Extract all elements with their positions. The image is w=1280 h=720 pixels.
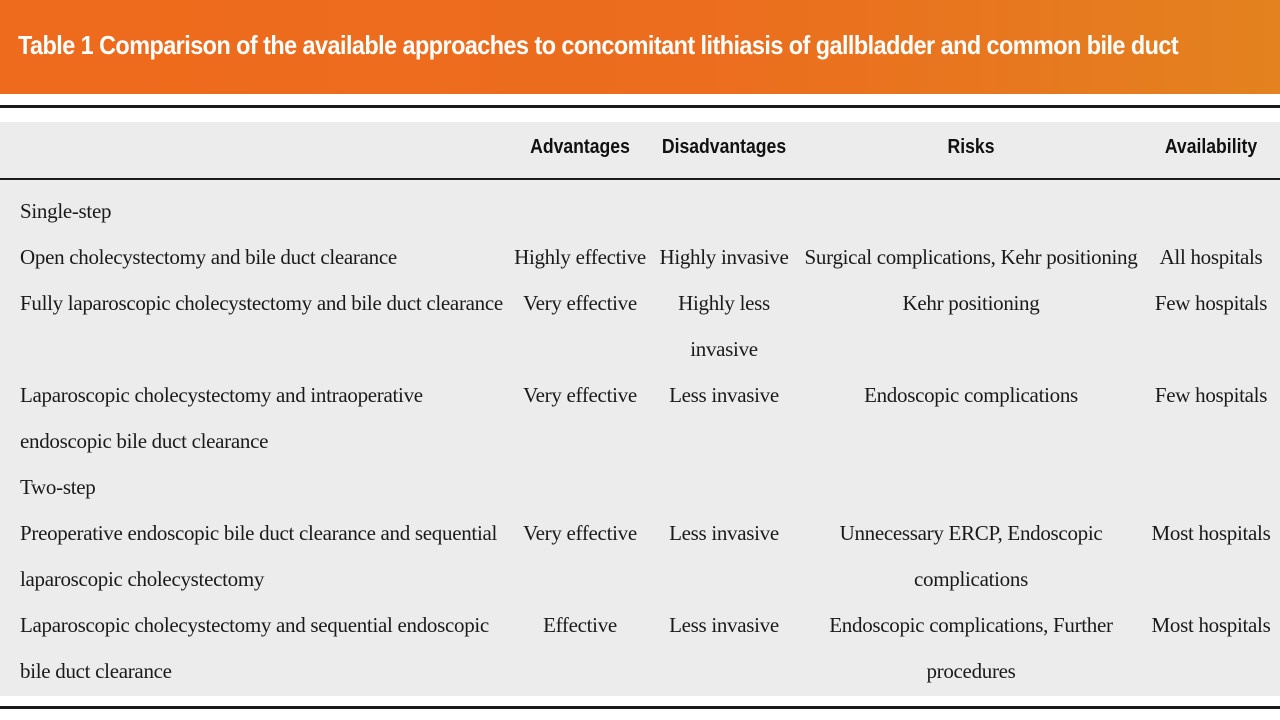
row-3-approach-line-1: Laparoscopic cholecystectomy and intraop…: [20, 383, 423, 407]
row-2-disadvantages-line-1: Highly less: [678, 291, 770, 315]
row-3-approach-line-2: endoscopic bile duct clearance: [20, 429, 269, 453]
row-4-approach-line-1: Preoperative endoscopic bile duct cleara…: [20, 521, 498, 545]
title-banner: Table 1 Comparison of the available appr…: [0, 0, 1280, 94]
row-3-advantages: Very effective: [523, 383, 637, 407]
comparison-table: Advantages Disadvantages Risks Availabil…: [0, 122, 1280, 696]
header-risks: Risks: [947, 136, 995, 158]
row-1-risks: Surgical complications, Kehr positioning: [804, 245, 1138, 269]
row-2-disadvantages-line-2: invasive: [690, 337, 758, 361]
row-5-risks-line-2: procedures: [926, 659, 1016, 683]
row-1-approach: Open cholecystectomy and bile duct clear…: [20, 245, 397, 269]
row-4-advantages: Very effective: [523, 521, 637, 545]
row-4-approach-line-2: laparoscopic cholecystectomy: [20, 567, 265, 591]
row-1-disadvantages: Highly invasive: [659, 245, 789, 269]
row-5-approach-line-2: bile duct clearance: [20, 659, 172, 683]
row-4-risks-line-1: Unnecessary ERCP, Endoscopic: [839, 521, 1103, 545]
section-label-single-step: Single-step: [20, 199, 112, 223]
row-2-approach: Fully laparoscopic cholecystectomy and b…: [20, 291, 503, 315]
row-3-risks: Endoscopic complications: [864, 383, 1078, 407]
section-label-two-step: Two-step: [20, 475, 96, 499]
row-5-approach-line-1: Laparoscopic cholecystectomy and sequent…: [20, 613, 489, 637]
header-availability: Availability: [1164, 136, 1258, 158]
row-2-availability: Few hospitals: [1154, 291, 1268, 315]
top-rule: [0, 105, 1280, 108]
header-disadvantages: Disadvantages: [661, 136, 787, 158]
row-4-disadvantages: Less invasive: [669, 521, 779, 545]
row-2-risks: Kehr positioning: [902, 291, 1040, 315]
row-4-availability: Most hospitals: [1151, 521, 1271, 545]
row-5-advantages: Effective: [543, 613, 617, 637]
row-5-disadvantages: Less invasive: [669, 613, 779, 637]
row-2-advantages: Very effective: [523, 291, 637, 315]
header-advantages: Advantages: [530, 136, 630, 158]
header-rule: [0, 178, 1280, 180]
row-1-availability: All hospitals: [1159, 245, 1263, 269]
row-4-risks-line-2: complications: [914, 567, 1028, 591]
table-title: Table 1 Comparison of the available appr…: [18, 29, 1179, 60]
row-3-availability: Few hospitals: [1154, 383, 1268, 407]
bottom-rule: [0, 706, 1280, 709]
row-3-disadvantages: Less invasive: [669, 383, 779, 407]
row-1-advantages: Highly effective: [514, 245, 646, 269]
row-5-availability: Most hospitals: [1151, 613, 1271, 637]
table-header-row: Advantages Disadvantages Risks Availabil…: [0, 122, 1280, 178]
row-5-risks-line-1: Endoscopic complications, Further: [829, 613, 1113, 637]
